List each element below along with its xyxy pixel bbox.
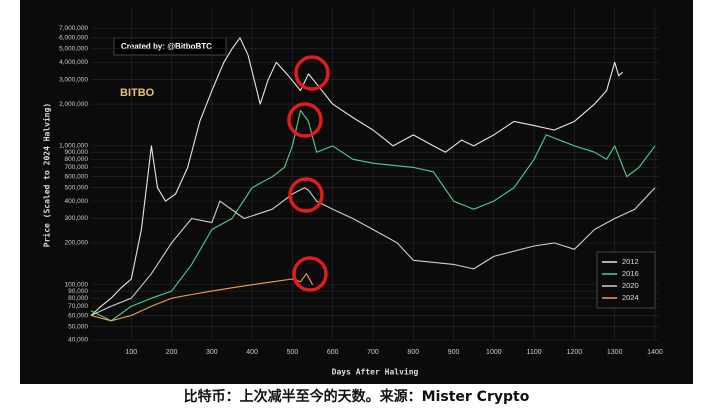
y-tick-label: 7,000,000 [59, 25, 88, 32]
legend-label: 2016 [622, 269, 639, 278]
y-tick-label: 700,000 [65, 164, 89, 171]
series-line [90, 273, 314, 322]
y-tick-label: 2,000,000 [59, 101, 88, 108]
x-tick-label: 800 [407, 349, 419, 356]
y-tick-label: 600,000 [65, 173, 89, 180]
x-tick-label: 1200 [567, 349, 583, 356]
highlight-circle [294, 55, 330, 91]
y-tick-label: 800,000 [65, 156, 89, 163]
x-tick-label: 900 [448, 349, 460, 356]
y-tick-label: 6,000,000 [59, 35, 88, 42]
y-tick-label: 500,000 [65, 184, 89, 191]
x-tick-label: 700 [367, 349, 379, 356]
credit-text: Created by: @BitboBTC [121, 42, 212, 51]
y-tick-label: 200,000 [65, 240, 89, 247]
y-tick-label: 3,000,000 [59, 76, 88, 83]
caption: 比特币：上次减半至今的天数。来源：Mister Crypto [183, 389, 530, 405]
y-tick-label: 5,000,000 [59, 46, 88, 53]
highlight-circle [287, 102, 323, 138]
chart: Price (Scaled to 2024 Halving) Days Afte… [20, 0, 693, 384]
highlight-circle [288, 177, 324, 213]
x-tick-label: 600 [327, 349, 339, 356]
x-tick-label: 500 [287, 349, 299, 356]
logo: BITBO [120, 87, 155, 99]
y-tick-label: 60,000 [68, 312, 88, 319]
x-tick-label: 1300 [607, 349, 623, 356]
legend-label: 2020 [622, 281, 639, 290]
series-line [90, 109, 656, 322]
y-tick-label: 900,000 [65, 149, 89, 156]
y-tick-label: 100,000 [65, 281, 89, 288]
y-tick-label: 80,000 [68, 295, 88, 302]
highlight-circle [292, 256, 328, 292]
x-tick-label: 400 [246, 349, 258, 356]
y-tick-label: 70,000 [68, 303, 88, 310]
y-tick-label: 4,000,000 [59, 59, 88, 66]
legend-label: 2024 [622, 293, 639, 302]
x-tick-label: 200 [166, 349, 178, 356]
x-tick-label: 1000 [486, 349, 502, 356]
series-line [90, 187, 656, 316]
y-tick-label: 300,000 [65, 215, 89, 222]
x-axis-label: Days After Halving [332, 367, 419, 377]
y-tick-label: 1,000,000 [59, 143, 88, 150]
y-tick-label: 400,000 [65, 198, 89, 205]
x-tick-label: 1400 [647, 349, 663, 356]
series-line [90, 37, 624, 316]
chart-background [20, 0, 693, 384]
legend-label: 2012 [622, 257, 639, 266]
x-tick-label: 100 [125, 349, 137, 356]
y-tick-label: 90,000 [68, 288, 88, 295]
y-axis-label: Price (Scaled to 2024 Halving) [42, 103, 52, 248]
y-tick-label: 50,000 [68, 323, 88, 330]
x-tick-label: 1100 [527, 349, 542, 356]
x-tick-label: 300 [206, 349, 218, 356]
y-tick-label: 40,000 [68, 337, 88, 344]
